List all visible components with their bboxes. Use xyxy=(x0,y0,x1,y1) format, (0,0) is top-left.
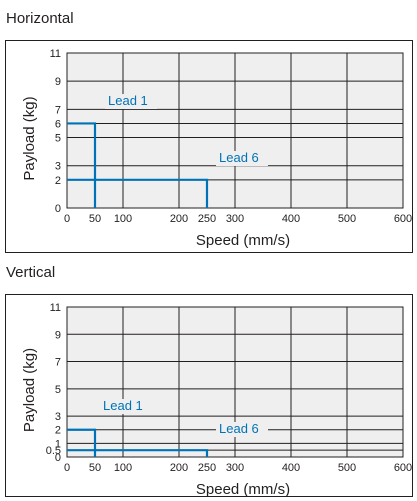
y-tick-label: 0.5 xyxy=(46,445,61,457)
series-label-background xyxy=(216,151,268,166)
y-axis-label: Payload (kg) xyxy=(21,96,38,180)
x-tick-label: 50 xyxy=(89,213,101,225)
y-tick-label: 1 xyxy=(55,438,61,450)
x-tick-label: 0 xyxy=(64,213,70,225)
x-tick-label: 50 xyxy=(89,462,101,474)
y-tick-label: 6 xyxy=(55,118,61,130)
series-line-lead-6 xyxy=(67,178,209,208)
section-title-horizontal: Horizontal xyxy=(6,10,74,27)
y-tick-label: 2 xyxy=(55,175,61,187)
x-tick-label: 500 xyxy=(338,213,356,225)
x-tick-label: 250 xyxy=(198,462,216,474)
chart-panel-horizontal: 0 50 100 200 250 300 400 500 600 0 2 3 5 6 7 9 11 Speed (… xyxy=(5,40,413,253)
section-title-vertical: Vertical xyxy=(6,264,56,281)
y-tick-label: 11 xyxy=(50,48,61,60)
plot-frame xyxy=(66,306,404,458)
x-tick-label: 100 xyxy=(114,213,132,225)
series-label-lead-1: Lead 1 xyxy=(103,398,143,413)
chart-horizontal: 0 50 100 200 250 300 400 500 600 0 2 3 5 6 7 9 11 Speed (… xyxy=(21,48,412,249)
y-tick-label: 5 xyxy=(55,133,61,145)
series-label-lead-6: Lead 6 xyxy=(219,421,259,436)
x-tick-label: 250 xyxy=(198,213,216,225)
y-tick-label: 7 xyxy=(55,104,61,116)
y-tick-label: 3 xyxy=(55,161,61,173)
y-tick-label: 9 xyxy=(55,76,61,88)
y-tick-label: 2 xyxy=(55,425,61,437)
x-tick-label: 500 xyxy=(338,462,356,474)
plot-frame xyxy=(66,52,404,209)
y-tick-label: 0 xyxy=(55,203,61,215)
series-label-background xyxy=(216,422,268,437)
x-tick-label: 300 xyxy=(226,213,244,225)
series-line-lead-1 xyxy=(67,428,97,457)
x-tick-label: 600 xyxy=(394,213,412,225)
y-tick-label: 9 xyxy=(55,329,61,341)
y-tick-label: 11 xyxy=(50,302,61,314)
chart-vertical: 0 50 100 200 250 300 400 500 600 00.512 3 5 7 9 11 Spee… xyxy=(21,302,412,498)
x-tick-label: 600 xyxy=(394,462,412,474)
series-label-lead-1: Lead 1 xyxy=(108,93,148,108)
x-tick-label: 300 xyxy=(226,462,244,474)
y-axis-label: Payload (kg) xyxy=(21,348,38,432)
y-tick-label: 0 xyxy=(55,452,61,464)
series-label-background xyxy=(105,94,157,109)
x-tick-label: 100 xyxy=(114,462,132,474)
y-tick-label: 3 xyxy=(55,411,61,423)
x-tick-label: 400 xyxy=(282,213,300,225)
x-tick-label: 400 xyxy=(282,462,300,474)
x-tick-label: 0 xyxy=(64,462,70,474)
x-axis-label: Speed (mm/s) xyxy=(196,232,290,249)
series-line-lead-6 xyxy=(67,449,209,457)
x-tick-label: 200 xyxy=(170,213,188,225)
x-tick-label: 200 xyxy=(170,462,188,474)
y-tick-label: 7 xyxy=(55,357,61,369)
x-axis-label: Speed (mm/s) xyxy=(196,481,290,498)
chart-panel-vertical: 0 50 100 200 250 300 400 500 600 0 0.5 1 2 3 5 7 9 11 Spee… xyxy=(5,294,413,498)
series-label-lead-6: Lead 6 xyxy=(219,150,259,165)
y-tick-label: 5 xyxy=(55,384,61,396)
series-label-background xyxy=(100,399,152,414)
